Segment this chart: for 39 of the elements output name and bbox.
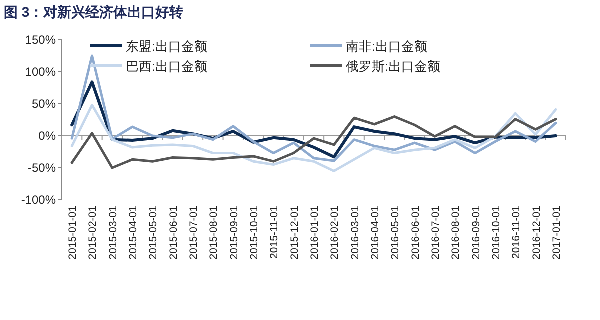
x-tick-label: 2016-09-01 <box>470 206 482 260</box>
x-tick-label: 2015-04-01 <box>128 206 140 260</box>
x-tick-label: 2015-02-01 <box>87 206 100 260</box>
x-tick-label: 2016-11-01 <box>510 206 523 259</box>
x-tick-label: 2016-03-01 <box>349 206 362 260</box>
x-tick-label: 2016-05-01 <box>390 206 402 260</box>
x-tick-label: 2015-09-01 <box>228 206 240 260</box>
x-tick-label: 2016-08-01 <box>450 206 462 260</box>
line-series <box>70 54 558 162</box>
x-tick-label: 2016-04-01 <box>369 206 382 260</box>
y-tick-label: 50% <box>32 97 56 111</box>
x-tick-label: 2015-11-01 <box>268 206 281 259</box>
y-tick-label: 100% <box>25 65 56 79</box>
y-tick-label: -100% <box>21 193 56 207</box>
x-tick-label: 2016-01-01 <box>309 206 321 260</box>
x-tick-label: 2016-12-01 <box>530 206 543 260</box>
legend-label: 南非:出口金额 <box>346 39 428 54</box>
legend-label: 东盟:出口金额 <box>126 39 208 54</box>
x-tick-label: 2016-10-01 <box>490 206 502 260</box>
y-tick-label: 150% <box>25 33 56 47</box>
legend-label: 巴西:出口金额 <box>126 59 208 74</box>
chart-title: 图 3：对新兴经济体出口好转 <box>4 4 184 20</box>
x-tick-label: 2015-08-01 <box>208 206 220 260</box>
legend-label: 俄罗斯:出口金额 <box>346 59 441 74</box>
x-tick-label: 2015-12-01 <box>288 206 301 260</box>
y-tick-label: -50% <box>28 161 56 175</box>
line-series <box>70 104 558 172</box>
x-tick-label: 2015-01-01 <box>67 206 80 260</box>
x-tick-label: 2015-05-01 <box>148 206 160 260</box>
y-tick-label: 0% <box>38 129 56 143</box>
line-series <box>70 116 558 170</box>
x-tick-label: 2015-06-01 <box>168 206 180 260</box>
x-tick-label: 2015-07-01 <box>188 206 200 260</box>
x-tick-label: 2017-01-01 <box>550 206 563 260</box>
x-tick-label: 2015-10-01 <box>248 206 261 260</box>
x-tick-label: 2016-06-01 <box>410 206 422 260</box>
x-tick-label: 2016-02-01 <box>329 206 342 260</box>
x-tick-label: 2016-07-01 <box>430 206 442 260</box>
x-tick-label: 2015-03-01 <box>107 206 120 260</box>
